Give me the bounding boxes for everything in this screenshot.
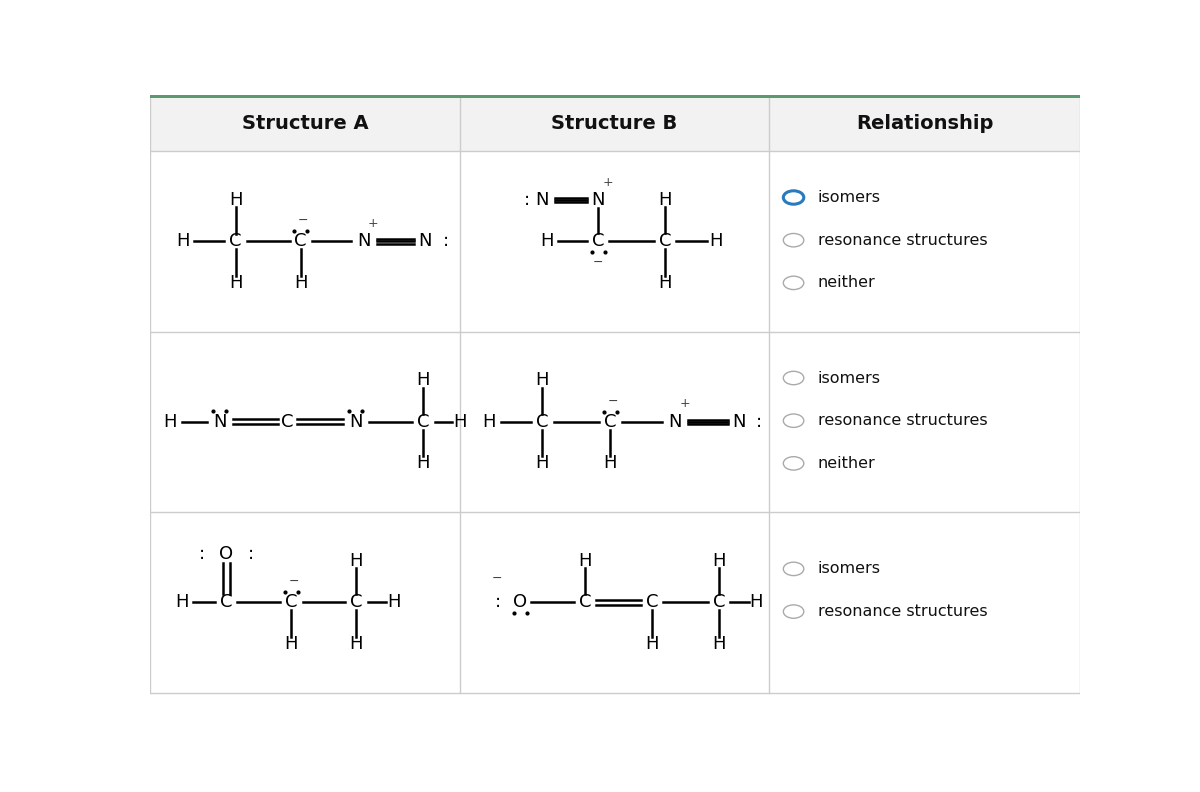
Text: H: H xyxy=(176,232,190,250)
Text: H: H xyxy=(229,274,242,292)
Text: :: : xyxy=(247,545,253,562)
Bar xyxy=(150,95,1080,151)
Text: C: C xyxy=(713,593,726,611)
Text: H: H xyxy=(709,232,724,250)
Text: H: H xyxy=(646,635,659,653)
Text: C: C xyxy=(604,413,617,431)
Text: H: H xyxy=(750,593,763,611)
Text: H: H xyxy=(416,371,430,390)
Text: −: − xyxy=(299,214,308,227)
Text: H: H xyxy=(175,593,188,611)
Text: H: H xyxy=(452,413,467,431)
Text: −: − xyxy=(593,256,604,268)
Text: C: C xyxy=(536,413,548,431)
Text: resonance structures: resonance structures xyxy=(817,604,988,619)
Text: −: − xyxy=(289,575,300,588)
Text: N: N xyxy=(214,413,227,431)
Text: N: N xyxy=(358,232,371,250)
Text: N: N xyxy=(732,413,745,431)
Text: H: H xyxy=(349,552,364,570)
Text: N: N xyxy=(419,232,432,250)
Text: C: C xyxy=(286,593,298,611)
Text: H: H xyxy=(659,274,672,292)
Text: H: H xyxy=(713,552,726,570)
Text: H: H xyxy=(416,455,430,472)
Text: H: H xyxy=(386,593,401,611)
Text: N: N xyxy=(349,413,362,431)
Text: H: H xyxy=(349,635,364,653)
Text: resonance structures: resonance structures xyxy=(817,413,988,428)
Text: C: C xyxy=(281,413,294,431)
Text: C: C xyxy=(220,593,233,611)
Text: +: + xyxy=(679,397,690,410)
Text: O: O xyxy=(514,593,527,611)
Text: H: H xyxy=(578,552,592,570)
Text: H: H xyxy=(284,635,298,653)
Text: H: H xyxy=(482,413,497,431)
Text: :: : xyxy=(523,191,529,209)
Text: C: C xyxy=(646,593,659,611)
Text: +: + xyxy=(602,177,613,189)
Text: isomers: isomers xyxy=(817,371,881,386)
Text: neither: neither xyxy=(817,456,876,471)
Text: Structure B: Structure B xyxy=(552,113,678,132)
Text: :: : xyxy=(494,593,500,611)
Bar xyxy=(150,94,1080,98)
Text: H: H xyxy=(535,371,550,390)
Text: H: H xyxy=(294,274,307,292)
Text: C: C xyxy=(659,232,672,250)
Text: H: H xyxy=(229,191,242,209)
Text: −: − xyxy=(608,394,618,408)
Text: isomers: isomers xyxy=(817,190,881,205)
Text: C: C xyxy=(578,593,592,611)
Text: N: N xyxy=(668,413,682,431)
Text: H: H xyxy=(604,455,617,472)
Text: C: C xyxy=(418,413,430,431)
Text: H: H xyxy=(535,455,550,472)
Text: H: H xyxy=(713,635,726,653)
Text: Relationship: Relationship xyxy=(856,113,994,132)
Text: resonance structures: resonance structures xyxy=(817,233,988,248)
Text: C: C xyxy=(229,232,242,250)
Text: H: H xyxy=(163,413,178,431)
Text: C: C xyxy=(294,232,307,250)
Text: O: O xyxy=(220,545,233,562)
Text: :: : xyxy=(199,545,205,562)
Text: :: : xyxy=(443,232,449,250)
Text: C: C xyxy=(592,232,605,250)
Text: N: N xyxy=(535,191,548,209)
Text: H: H xyxy=(540,232,554,250)
Text: Structure A: Structure A xyxy=(241,113,368,132)
Text: H: H xyxy=(659,191,672,209)
Text: :: : xyxy=(756,413,762,431)
Text: −: − xyxy=(492,572,502,584)
Text: C: C xyxy=(350,593,362,611)
Text: isomers: isomers xyxy=(817,562,881,577)
Text: neither: neither xyxy=(817,276,876,291)
Text: +: + xyxy=(368,216,378,230)
Text: N: N xyxy=(592,191,605,209)
